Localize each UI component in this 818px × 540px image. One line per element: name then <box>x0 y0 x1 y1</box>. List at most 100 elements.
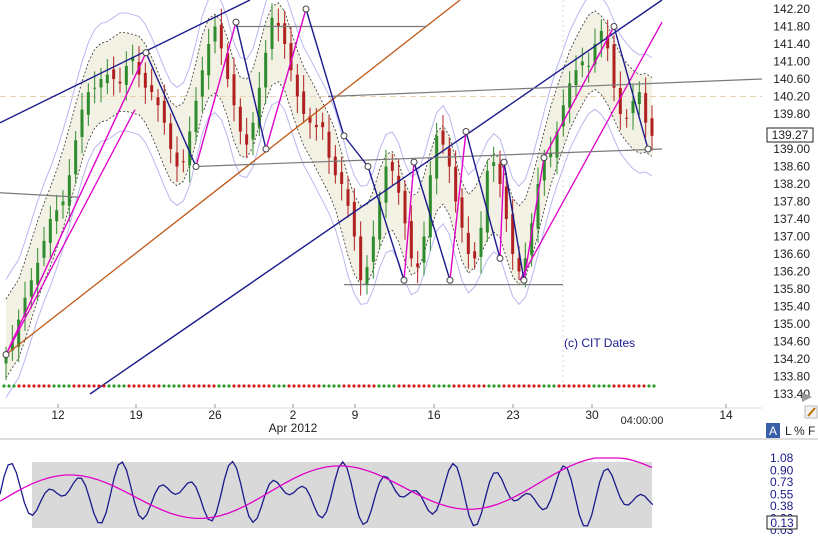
candle <box>416 251 420 284</box>
candle <box>194 87 198 143</box>
candle-body <box>555 131 559 158</box>
price-tick-label: 141.00 <box>773 55 810 69</box>
pivot-point <box>610 23 618 30</box>
candle-body <box>67 175 71 206</box>
candle-body <box>371 236 375 262</box>
candle-body <box>200 70 204 97</box>
cycle-dot <box>217 384 221 388</box>
cycle-dot <box>2 384 6 388</box>
toolbar-a-button[interactable]: A <box>769 424 777 438</box>
candle-body <box>10 341 14 351</box>
pivot-markers <box>2 5 652 359</box>
pivot-point <box>520 276 528 284</box>
candle-body <box>403 190 407 224</box>
candle-body <box>99 79 103 88</box>
zigzag-segment <box>613 26 649 150</box>
candle-body <box>321 122 325 128</box>
time-tick-label: 19 <box>129 408 143 422</box>
cycle-dot <box>147 384 151 388</box>
cycle-dot <box>637 384 641 388</box>
pivot-point <box>142 49 150 57</box>
cycle-dot <box>272 384 276 388</box>
candle <box>637 81 641 116</box>
cycle-dot <box>417 384 421 388</box>
candle <box>422 221 426 276</box>
price-tick-label: 137.00 <box>773 230 810 244</box>
price-tick-label: 137.80 <box>773 195 810 209</box>
candle <box>485 159 489 242</box>
candle <box>213 14 217 54</box>
cycle-dot <box>117 384 121 388</box>
candle-body <box>580 61 584 66</box>
candle-body <box>397 175 401 193</box>
zigzag-segment <box>403 162 415 281</box>
cycle-dot <box>612 384 616 388</box>
cycle-dot <box>632 384 636 388</box>
cycle-dot <box>142 384 146 388</box>
candle-body <box>637 92 641 105</box>
cycle-dot <box>152 384 156 388</box>
zigzag-segment <box>503 162 525 281</box>
candle <box>504 172 508 232</box>
cycle-dot <box>52 384 56 388</box>
cycle-dot <box>577 384 581 388</box>
candle <box>403 180 407 240</box>
price-tick-label: 140.20 <box>773 90 810 104</box>
cycle-dot <box>27 384 31 388</box>
cycle-dot <box>567 384 571 388</box>
candle <box>112 56 116 96</box>
cycle-dot <box>317 384 321 388</box>
price-tick-label: 135.40 <box>773 300 810 314</box>
cycle-dot <box>247 384 251 388</box>
pivot-point <box>262 145 270 153</box>
candle <box>574 55 578 100</box>
candle-body <box>359 236 363 281</box>
cycle-dot <box>252 384 256 388</box>
grey-line-a <box>327 78 763 98</box>
candle-body <box>574 70 578 86</box>
cycle-dot <box>237 384 241 388</box>
candle-body <box>23 297 27 317</box>
candle <box>232 57 236 122</box>
pivot-point <box>364 163 372 170</box>
trendlines-layer <box>0 0 763 395</box>
cycle-dot <box>122 384 126 388</box>
candle-body <box>124 65 128 85</box>
pivot-point <box>446 276 454 284</box>
zigzag-segment <box>145 52 197 167</box>
price-tick-label: 136.60 <box>773 247 810 261</box>
candle <box>321 112 325 140</box>
pencil-icon[interactable] <box>804 405 818 419</box>
cycle-dot <box>337 384 341 388</box>
candle <box>80 93 84 154</box>
cycle-dot <box>97 384 101 388</box>
cycle-dot <box>312 384 316 388</box>
candle <box>302 75 306 124</box>
cycle-dot <box>602 384 606 388</box>
candle-body <box>625 117 629 119</box>
toolbar-a-bg[interactable] <box>766 423 780 438</box>
cycle-dot <box>137 384 141 388</box>
scroll-right-icon[interactable] <box>802 392 812 402</box>
cycle-dot <box>617 384 621 388</box>
candle <box>270 3 274 61</box>
candle-body <box>422 236 426 263</box>
candle <box>568 71 572 124</box>
cycle-dot <box>202 384 206 388</box>
candle-body <box>536 184 540 229</box>
zigzag-segment <box>367 166 405 281</box>
cycle-dot <box>402 384 406 388</box>
candle <box>644 77 648 138</box>
oscillator-tick-label: 0.73 <box>770 475 794 489</box>
toolbar-percent-button[interactable]: % <box>794 424 805 438</box>
candle-body <box>4 354 8 364</box>
cycle-dot <box>412 384 416 388</box>
candle-body <box>542 157 546 181</box>
cycle-dot <box>582 384 586 388</box>
price-tick-label: 136.20 <box>773 265 810 279</box>
toolbar-l-button[interactable]: L <box>785 424 792 438</box>
candle <box>580 47 584 78</box>
toolbar-f-button[interactable]: F <box>808 424 815 438</box>
time-tick-label: 2 <box>290 408 297 422</box>
upper-channel-line <box>0 0 251 124</box>
